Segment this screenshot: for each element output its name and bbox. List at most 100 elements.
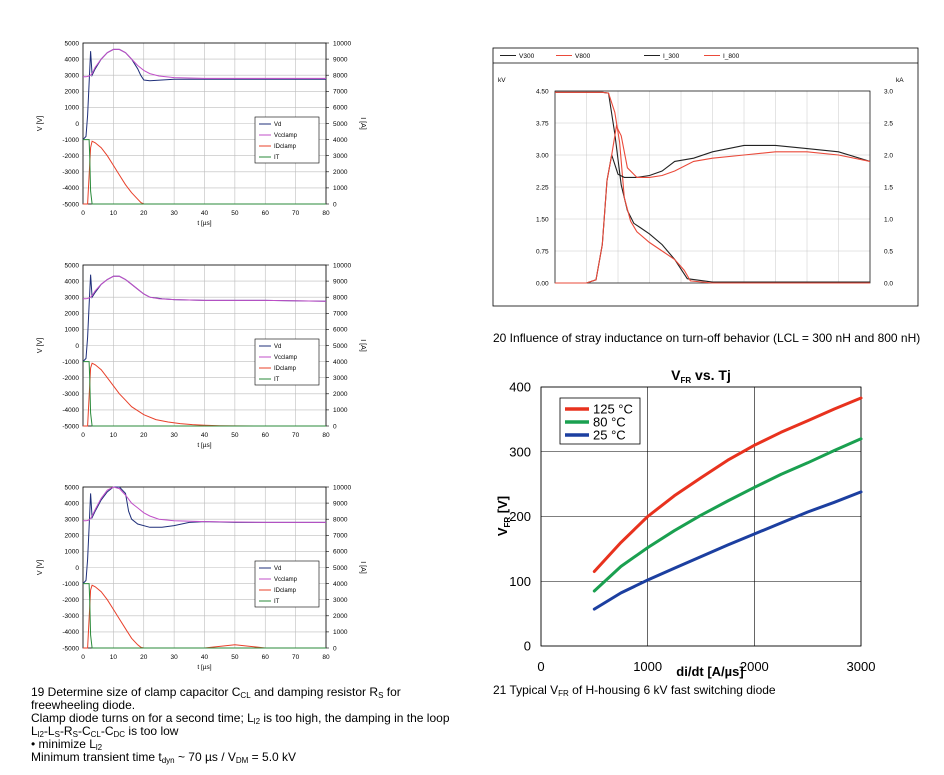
y-tick-label: 5000 [65, 262, 80, 269]
y-tick-label: 3.00 [536, 152, 549, 159]
y-tick-label: -1000 [62, 581, 79, 588]
y2-tick-label: 4000 [333, 581, 348, 588]
y2-tick-label: 3000 [333, 153, 348, 160]
caption-subscript: DC [113, 730, 126, 739]
y2-axis-label: I [A] [359, 561, 366, 574]
caption-fig20: 20 Influence of stray inductance on turn… [493, 331, 921, 345]
legend-label: V300 [519, 53, 535, 60]
legend: Vd Vcclamp IDclamp IT [254, 338, 320, 386]
y-tick-label: 5000 [65, 40, 80, 47]
caption-text: -R [59, 724, 73, 738]
caption-text: 19 Determine size of clamp capacitor C [31, 685, 241, 699]
y2-tick-label: 4000 [333, 137, 348, 144]
caption-text: • minimize L [31, 737, 96, 751]
y2-tick-label: 0.5 [884, 248, 893, 255]
x-tick-label: 3000 [847, 659, 876, 674]
x-tick-label: 60 [262, 654, 270, 661]
x-tick-label: 10 [110, 210, 118, 217]
y-tick-label: 4.50 [536, 88, 549, 95]
x-tick-label: 30 [171, 654, 179, 661]
chart-20: V300 V800 I_300 I_800 4.50 3.75 3.00 2.25 1.50 0.… [492, 47, 919, 307]
caption-text: L [31, 724, 38, 738]
outer-frame [492, 47, 919, 307]
y-tick-label: -1000 [62, 137, 79, 144]
series-line-vcclamp [83, 275, 327, 302]
y-tick-label: 3.75 [536, 120, 549, 127]
y2-tick-label: 10000 [333, 484, 351, 491]
series-line-v800 [555, 91, 870, 284]
y2-tick-label: 9000 [333, 278, 348, 285]
y-tick-label: 3000 [65, 73, 80, 80]
y-tick-label: -4000 [62, 629, 79, 636]
caption-text: and damping resistor R [250, 685, 379, 699]
y2-tick-label: 5000 [333, 565, 348, 572]
y2-tick-label: 9000 [333, 500, 348, 507]
caption-subscript: dyn [161, 756, 175, 765]
legend-label: 80 °C [593, 415, 626, 430]
y-tick-label: 1.50 [536, 216, 549, 223]
caption-text: -C [100, 724, 114, 738]
caption-text: -C [77, 724, 91, 738]
y2-tick-label: 8000 [333, 295, 348, 302]
y2-tick-label: 8000 [333, 73, 348, 80]
title-rest: vs. Tj [691, 367, 731, 383]
x-tick-label: 20 [140, 432, 148, 439]
y-tick-label: 0 [75, 121, 79, 128]
y2-tick-label: 3000 [333, 597, 348, 604]
legend-label: IT [274, 377, 280, 383]
legend-label: V800 [575, 53, 591, 60]
y-tick-label: 4000 [65, 278, 80, 285]
series-line-i_800 [555, 124, 871, 284]
caption-text: is too high, the damping in the loop [260, 711, 450, 725]
x-tick-label: 2000 [740, 659, 769, 674]
y2-tick-label: 2000 [333, 613, 348, 620]
legend-label: IDclamp [274, 366, 297, 372]
y2-axis-unit: kA [896, 77, 904, 84]
legend-label: I_300 [663, 53, 680, 60]
legend-label: IT [274, 599, 280, 605]
x-tick-label: 70 [292, 432, 300, 439]
legend-label: Vcclamp [274, 355, 298, 361]
y-tick-label: 1000 [65, 327, 80, 334]
caption-text: -L [43, 724, 55, 738]
y2-tick-label: 3000 [333, 375, 348, 382]
y2-tick-label: 4000 [333, 359, 348, 366]
legend-label: Vcclamp [274, 133, 298, 139]
y-tick-label: 2000 [65, 533, 80, 540]
y-tick-label: -4000 [62, 185, 79, 192]
x-tick-label: 10 [110, 654, 118, 661]
series-line-125c [592, 396, 863, 573]
x-tick-label: 0 [81, 210, 85, 217]
x-tick-label: 30 [171, 432, 179, 439]
series-line-25c [592, 490, 863, 611]
y2-axis-label: I [A] [359, 117, 366, 130]
legend: Vd Vcclamp IDclamp IT [254, 116, 320, 164]
x-axis-label: di/dt [A/µs] [676, 664, 743, 679]
legend-label: IDclamp [274, 588, 297, 594]
y-tick-label: 400 [509, 380, 531, 395]
plot-frame [540, 386, 862, 647]
y2-tick-label: 1000 [333, 185, 348, 192]
y2-tick-label: 1.5 [884, 184, 893, 191]
y2-tick-label: 1000 [333, 629, 348, 636]
y2-tick-label: 1000 [333, 407, 348, 414]
caption-text: for [383, 685, 401, 699]
legend-label: Vd [274, 122, 281, 128]
caption-text: is too low [125, 724, 179, 738]
caption-text: of H-housing 6 kV fast switching diode [568, 683, 776, 697]
y-tick-label: 300 [509, 444, 531, 459]
y-tick-label: 3000 [65, 517, 80, 524]
legend: Vd Vcclamp IDclamp IT [254, 560, 320, 608]
caption-subscript: FR [558, 689, 569, 698]
x-tick-label: 0 [81, 432, 85, 439]
x-tick-label: 50 [231, 210, 239, 217]
y2-tick-label: 6000 [333, 105, 348, 112]
series-line-it [83, 139, 326, 205]
caption-subscript: S [54, 730, 60, 739]
title-main: V [671, 367, 681, 383]
series-line-it [83, 583, 326, 649]
y-tick-label: 200 [509, 509, 531, 524]
chart-title: VFR vs. Tj [671, 367, 731, 385]
x-tick-label: 50 [231, 654, 239, 661]
legend-box [254, 560, 320, 608]
